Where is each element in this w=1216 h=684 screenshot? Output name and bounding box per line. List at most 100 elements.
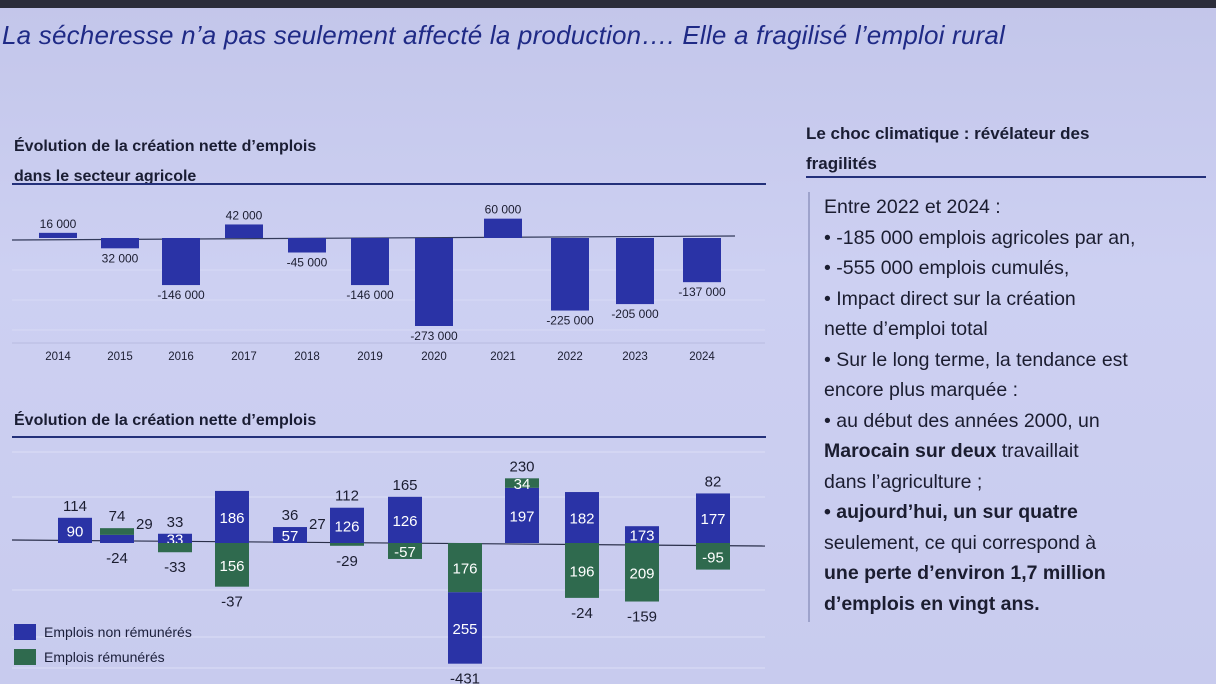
right-panel-text: Entre 2022 et 2024 : • -185 000 emplois a… [808, 192, 1210, 622]
bar-2017 [225, 224, 263, 238]
segment-label: 196 [569, 563, 594, 580]
below-label: -33 [164, 559, 186, 576]
bar-segment [505, 478, 539, 488]
bar-segment [565, 543, 599, 598]
segment-label: 34 [514, 476, 531, 493]
bar-segment [215, 543, 249, 587]
data-label: 32 000 [102, 251, 139, 265]
data-label: 42 000 [226, 208, 263, 222]
total-label: 112 [335, 488, 359, 505]
segment-label: 255 [452, 621, 477, 638]
chart1-title: Évolution de la création nette d’emplois… [14, 132, 316, 192]
bar-segment [565, 492, 599, 543]
below-label: -159 [627, 609, 657, 626]
panel-text: encore plus marquée : [824, 379, 1019, 401]
x-tick-label: 2023 [622, 351, 648, 363]
panel-line: dans l’agriculture ; [810, 467, 1210, 498]
segment-label: 90 [67, 523, 84, 540]
x-tick-label: 2018 [294, 351, 320, 363]
segment-label: 126 [334, 518, 359, 535]
side-label: 27 [309, 516, 326, 533]
total-label: 114 [63, 498, 87, 515]
below-label: -24 [571, 605, 593, 622]
segment-label: 126 [392, 513, 417, 530]
right-panel-heading: Le choc climatique : révélateur des frag… [806, 119, 1089, 179]
data-label: -146 000 [346, 288, 394, 302]
bar-segment [625, 526, 659, 543]
bar-segment [448, 543, 482, 593]
right-panel-rule [806, 176, 1206, 178]
panel-line: • -555 000 emplois cumulés, [810, 253, 1210, 284]
x-tick-label: 2019 [357, 351, 383, 363]
total-label: 82 [705, 473, 722, 490]
chart1-title-rule [12, 183, 766, 185]
panel-text: Marocain sur deux [824, 440, 997, 462]
data-label: -137 000 [678, 285, 726, 299]
x-tick-label: 2016 [168, 351, 194, 363]
panel-line: • -185 000 emplois agricoles par an, [810, 223, 1210, 254]
chart1-title-line: dans le secteur agricole [14, 168, 197, 185]
segment-label: 176 [452, 561, 477, 578]
segment-label: -95 [702, 549, 724, 566]
chart1-title-line: Évolution de la création nette d’emplois [14, 138, 317, 155]
x-tick-label: 2017 [231, 351, 257, 363]
segment-label: 57 [282, 528, 299, 545]
bar-2019 [351, 238, 389, 286]
x-tick-label: 2021 [490, 351, 516, 363]
panel-text: dans l’agriculture ; [824, 470, 983, 493]
panel-text: Entre 2022 et 2024 : [824, 196, 1001, 218]
bar-segment [100, 534, 134, 543]
bar-segment [158, 543, 192, 553]
right-heading-line: fragilités [806, 154, 877, 173]
bar-segment [388, 496, 422, 543]
data-label: 60 000 [485, 203, 522, 217]
bar-segment [696, 493, 730, 543]
segment-label: -57 [394, 544, 416, 561]
bar-2015 [101, 238, 139, 249]
bar-2018 [288, 238, 326, 253]
bar-segment [505, 487, 539, 543]
bar-segment [448, 592, 482, 664]
slide-title: La sécheresse n’a pas seulement affecté … [2, 20, 1006, 50]
segment-label: 209 [629, 565, 654, 582]
segment-label: 182 [569, 511, 594, 528]
bar-segment [696, 543, 730, 570]
panel-text: d’emplois en vingt ans. [824, 592, 1040, 615]
panel-text: • Impact direct sur la création [824, 287, 1076, 310]
bar-segment [158, 533, 192, 543]
bar-segment [273, 527, 307, 543]
x-tick-label: 2020 [421, 351, 447, 363]
panel-line: Marocain sur deux travaillait [810, 436, 1210, 467]
bar-segment [330, 543, 364, 546]
legend-item-paid: Emplois rémunérés [14, 649, 165, 665]
data-label: -225 000 [546, 314, 594, 328]
bar-segment [330, 507, 364, 543]
segment-label: 173 [629, 528, 654, 545]
panel-text: une perte d’environ 1,7 million [824, 562, 1106, 584]
total-label: 165 [392, 477, 417, 494]
panel-text: • au début des années 2000, un [824, 409, 1100, 432]
bar-2016 [162, 238, 200, 286]
bar-2020 [415, 238, 453, 326]
screen-top-bezel [0, 0, 1216, 8]
panel-line: seulement, ce qui correspond à [810, 528, 1210, 559]
bar-2014 [39, 232, 77, 238]
data-label: -45 000 [287, 256, 328, 270]
bar-segment [625, 543, 659, 602]
panel-line: une perte d’environ 1,7 million [810, 558, 1210, 589]
total-label: 230 [509, 458, 534, 475]
panel-line: • aujourd’hui, un sur quatre [810, 497, 1210, 528]
legend-label: Emplois non rémunérés [44, 624, 192, 640]
bar-2024 [683, 238, 721, 283]
data-label: -146 000 [157, 288, 205, 302]
data-label: 16 000 [40, 217, 77, 231]
panel-text: nette d’emploi total [824, 318, 988, 340]
segment-label: 156 [219, 558, 244, 575]
segment-label: 177 [700, 511, 725, 528]
bar-segment [388, 543, 422, 559]
bar-2022 [551, 238, 589, 311]
panel-text: • -555 000 emplois cumulés, [824, 257, 1070, 279]
bar-2021 [484, 218, 522, 238]
below-label: -29 [336, 553, 358, 570]
bar-2023 [616, 238, 654, 305]
